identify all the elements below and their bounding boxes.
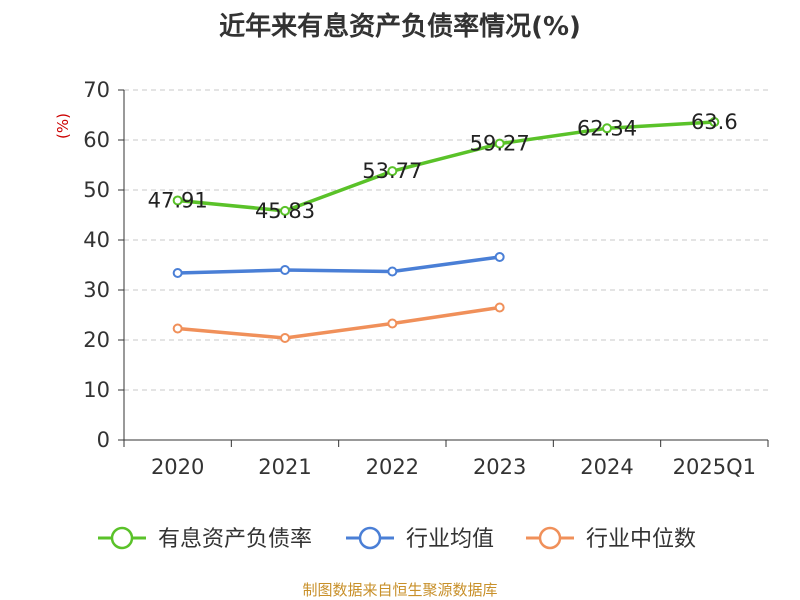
legend-marker-1 [358, 526, 382, 550]
data-point-s0-2024 [602, 123, 612, 134]
data-point-s0-2022 [387, 166, 398, 177]
legend-label-1: 行业均值 [406, 527, 494, 552]
x-tick-label-2024: 2024 [580, 455, 633, 479]
x-tick-label-2021: 2021 [258, 455, 311, 479]
data-point-s2-2021 [280, 333, 290, 343]
data-label-2022: 53.77 [362, 159, 422, 183]
data-point-s1-2020 [172, 268, 183, 278]
series-lines [172, 117, 720, 343]
data-label-2023: 59.27 [470, 132, 530, 156]
legend-marker-2 [538, 526, 562, 550]
data-point-s0-2023 [494, 138, 505, 149]
x-tick-label-2025Q1: 2025Q1 [673, 455, 756, 479]
data-point-s0-2020 [172, 195, 183, 206]
series-line-2 [175, 305, 502, 340]
y-tick-label-70: 70 [83, 78, 110, 102]
data-labels: 47.91 45.83 53.77 59.27 62.34 63.6 [148, 110, 738, 223]
data-point-s2-2020 [172, 323, 183, 334]
data-point-s2-2022 [387, 318, 398, 329]
data-label-2020: 47.91 [148, 188, 208, 212]
y-tick-label-60: 60 [83, 128, 110, 152]
x-tick-label-2020: 2020 [151, 455, 204, 479]
y-tick-label-40: 40 [83, 228, 110, 252]
y-tick-label-10: 10 [83, 378, 110, 402]
y-tick-label-50: 50 [83, 178, 110, 202]
y-tick-label-0: 0 [97, 428, 110, 452]
data-point-s0-2025Q1 [709, 117, 720, 127]
legend-label-0: 有息资产负债率 [158, 527, 312, 552]
axes: 0 10 20 30 40 50 60 70 2020 2021 2022 2023 2024 2025Q… [83, 78, 769, 479]
y-tick-label-20: 20 [83, 328, 110, 352]
chart-title: 近年来有息资产负债率情况(%) [219, 11, 581, 42]
data-point-s2-2023 [494, 302, 505, 313]
data-label-2025Q1: 63.6 [691, 110, 738, 134]
series-line-1 [175, 255, 502, 275]
legend-label-2: 行业中位数 [586, 527, 696, 552]
grid-lines [124, 89, 768, 391]
x-tick-label-2022: 2022 [366, 455, 419, 479]
data-point-s1-2022 [387, 266, 398, 277]
data-point-s1-2021 [280, 265, 290, 275]
legend-marker-0 [110, 526, 134, 550]
data-label-2024: 62.34 [577, 116, 637, 140]
legend: 有息资产负债率 行业均值 行业中位数 [98, 526, 696, 552]
y-tick-label-30: 30 [83, 278, 110, 302]
y-axis-label: (%) [54, 113, 72, 139]
data-point-s0-2021 [280, 205, 290, 216]
data-point-s1-2023 [494, 252, 505, 262]
series-line-0 [175, 120, 717, 213]
data-label-2021: 45.83 [255, 199, 315, 223]
x-tick-label-2023: 2023 [473, 455, 526, 479]
source-note: 制图数据来自恒生聚源数据库 [302, 581, 497, 599]
